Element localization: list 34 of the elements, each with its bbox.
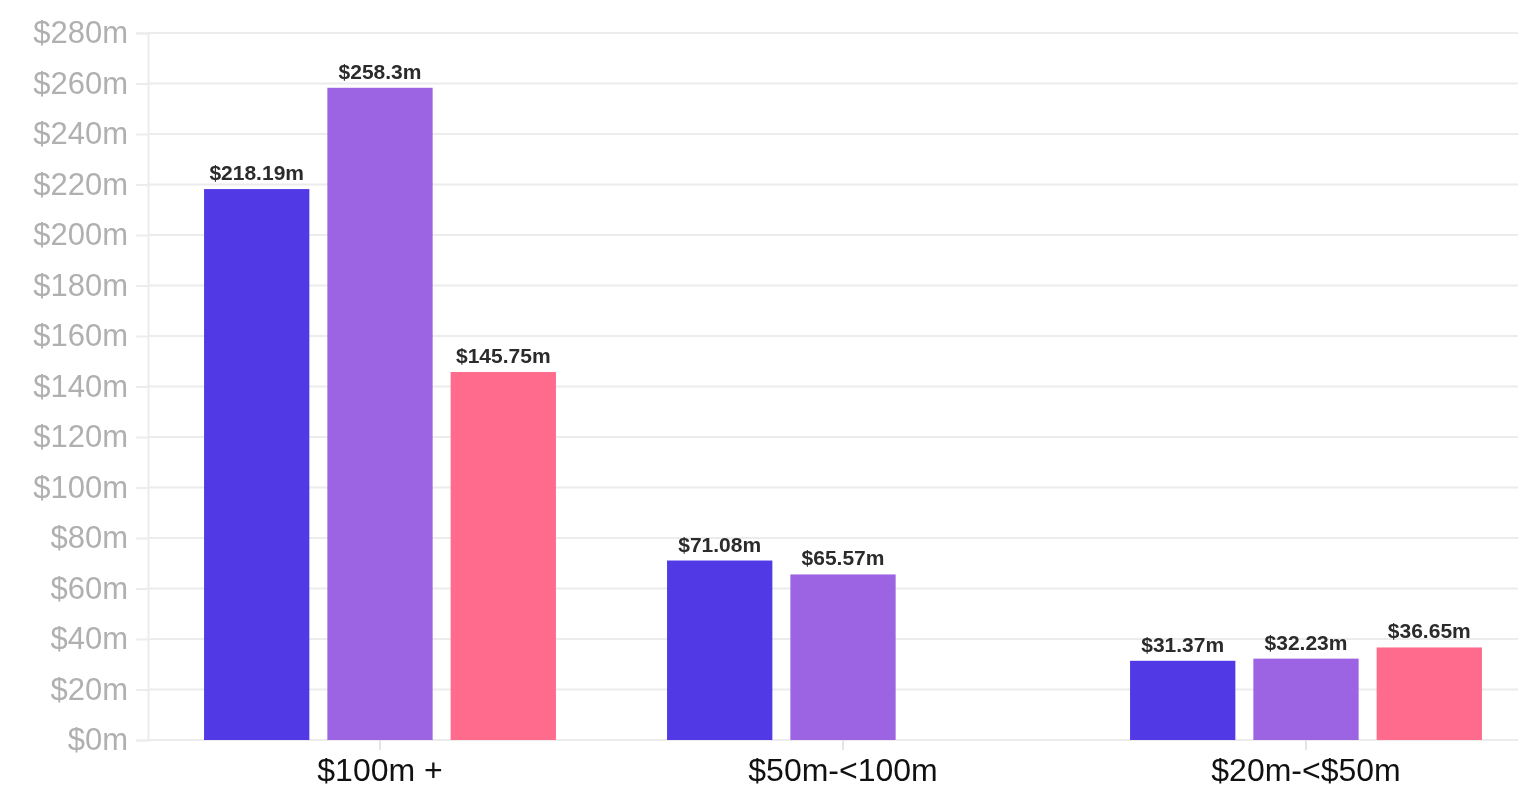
y-tick-label: $140m bbox=[33, 368, 128, 404]
data-label: $32.23m bbox=[1264, 630, 1348, 654]
y-tick-label: $180m bbox=[33, 267, 128, 303]
bar bbox=[327, 87, 433, 740]
x-tick-label: $100m + bbox=[317, 751, 443, 788]
y-tick-label: $260m bbox=[33, 65, 128, 101]
y-tick-label: $20m bbox=[50, 671, 128, 707]
y-tick-label: $160m bbox=[33, 318, 128, 354]
data-label: $71.08m bbox=[678, 532, 762, 556]
data-label: $36.65m bbox=[1387, 619, 1471, 643]
y-tick-label: $0m bbox=[67, 722, 128, 758]
bar bbox=[204, 189, 310, 740]
y-tick-label: $280m bbox=[33, 15, 128, 51]
x-tick-label: $50m-<100m bbox=[748, 751, 938, 788]
bar bbox=[790, 574, 896, 740]
y-tick-label: $220m bbox=[33, 166, 128, 202]
bar bbox=[450, 371, 556, 740]
bar bbox=[667, 560, 773, 740]
bar bbox=[1253, 658, 1359, 740]
y-tick-label: $80m bbox=[50, 520, 128, 556]
data-label: $65.57m bbox=[801, 546, 885, 570]
y-tick-label: $240m bbox=[33, 116, 128, 152]
data-label: $31.37m bbox=[1141, 632, 1225, 656]
y-tick-label: $120m bbox=[33, 419, 128, 455]
data-label: $145.75m bbox=[456, 343, 551, 367]
bar bbox=[1376, 647, 1482, 740]
y-tick-label: $200m bbox=[33, 217, 128, 253]
y-tick-label: $40m bbox=[50, 621, 128, 657]
x-tick-label: $20m-<$50m bbox=[1211, 751, 1401, 788]
y-tick-label: $100m bbox=[33, 469, 128, 505]
y-tick-label: $60m bbox=[50, 570, 128, 606]
data-label: $218.19m bbox=[209, 161, 304, 185]
data-label: $258.3m bbox=[338, 59, 422, 83]
bar bbox=[1130, 660, 1236, 740]
